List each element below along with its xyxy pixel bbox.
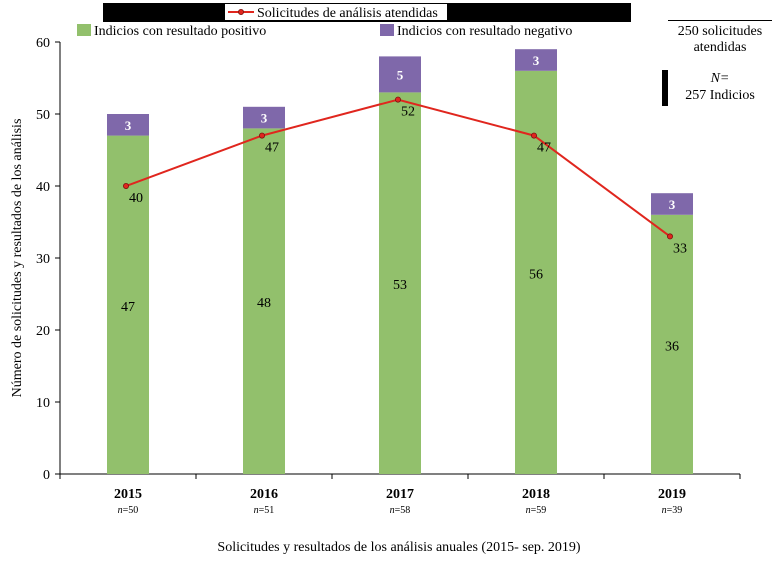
axes: 0 10 20 30 40 50 60 2015 n=50 2016 n=51 2017 n=58 201… [10,36,741,555]
bar-positive [379,92,421,475]
total-requests-text: 250 solicitudes atendidas [677,24,763,55]
total-items-note: N= 257 Indicios [668,70,772,104]
legend-negative-label: Indicios con resultado negativo [397,24,572,39]
x-tick-sublabel: n=39 [662,505,683,516]
bar-positive-label: 56 [529,267,543,282]
x-tick-sublabel: n=50 [118,505,139,516]
bar-negative [379,56,421,93]
bars: 47 3 48 3 53 5 56 3 36 3 [107,49,693,475]
bar-negative-label: 3 [533,53,540,68]
line-point-label: 52 [401,105,415,120]
bar-positive-label: 36 [665,339,679,354]
x-tick-sublabel: n=58 [390,505,411,516]
legend-line-marker [237,8,244,15]
x-tick-sublabel: n=51 [254,505,275,516]
y-tick-label: 60 [36,36,50,51]
y-tick-label: 10 [36,396,50,411]
line-point [123,182,130,189]
legend-positive-swatch [77,24,91,36]
line-point-label: 47 [265,141,279,156]
bar-negative-label: 3 [125,118,132,133]
line-point-label: 47 [537,141,551,156]
x-tick-label: 2016 [250,487,278,502]
x-tick-label: 2017 [386,487,414,502]
bar-positive [651,214,693,475]
line-point [531,132,538,139]
bar-positive-label: 53 [393,278,407,293]
bar-negative [243,106,285,129]
bar-negative [515,49,557,71]
line-point [258,132,265,139]
bar-negative-label: 3 [669,197,676,212]
x-tick-label: 2018 [522,487,550,502]
legend: Solicitudes de análisis atendidas Indicio… [77,3,631,39]
x-tick-label: 2015 [114,487,142,502]
legend-positive-label: Indicios con resultado positivo [94,24,266,39]
y-tick-label: 20 [36,324,50,339]
x-tick-sublabel: n=59 [526,505,547,516]
bar-negative [107,114,149,136]
x-axis-title: Solicitudes y resultados de los análisis… [217,540,580,555]
y-tick-label: 0 [43,468,50,483]
line-point [667,233,674,240]
bar-negative [651,193,693,215]
y-axis-title: Número de solicitudes y resultados de lo… [10,119,25,398]
legend-negative-swatch [380,24,394,36]
legend-line-label: Solicitudes de análisis atendidas [257,6,438,21]
x-tick-label: 2019 [658,487,686,502]
bar-negative-label: 3 [261,111,268,126]
bar-positive [107,135,149,474]
y-tick-label: 40 [36,180,50,195]
bar-positive-label: 48 [257,296,271,311]
line-point-label: 40 [129,191,143,206]
note-marker [662,70,668,106]
legend-line-entry-box [225,4,447,20]
total-items-label: N= [710,71,730,86]
bar-positive [243,128,285,474]
line-point-label: 33 [673,241,687,256]
total-requests-note: 250 solicitudes atendidas [668,20,772,56]
line-point [394,96,401,103]
bar-negative-label: 5 [397,67,404,82]
y-tick-label: 30 [36,252,50,267]
total-items-value: 257 Indicios [685,88,755,103]
bar-positive-label: 47 [121,300,135,315]
y-tick-label: 50 [36,108,50,123]
